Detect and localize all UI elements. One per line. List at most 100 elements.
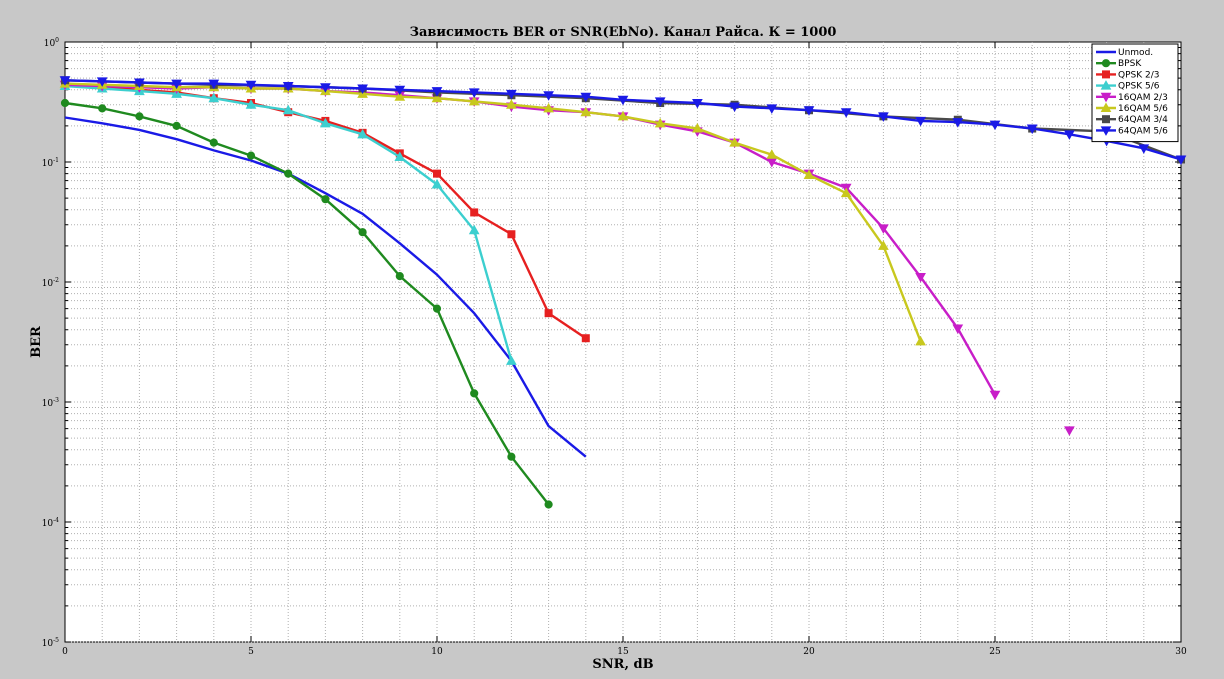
- legend-marker: [1102, 115, 1110, 124]
- data-point: [98, 104, 107, 113]
- data-point: [692, 99, 703, 109]
- series-line: [64, 82, 922, 342]
- data-point: [654, 117, 666, 128]
- y-tick-label: 10-2: [42, 277, 59, 289]
- data-point: [506, 89, 517, 100]
- legend-entry: BPSK: [1096, 59, 1142, 69]
- data-point: [432, 304, 442, 313]
- grid: [65, 42, 1181, 643]
- legend-entry: 16QAM 5/6: [1096, 102, 1168, 114]
- data-point: [320, 83, 331, 93]
- data-point: [394, 91, 406, 101]
- legend-entry: Unmod.: [1096, 48, 1153, 58]
- data-point: [470, 389, 479, 398]
- data-point: [617, 95, 629, 106]
- data-point: [840, 187, 852, 198]
- data-point: [470, 208, 479, 217]
- data-point: [209, 138, 218, 147]
- data-point: [952, 324, 964, 334]
- legend-marker: [1100, 126, 1112, 136]
- data-point: [246, 151, 256, 160]
- x-tick-label: 15: [617, 647, 629, 657]
- data-point: [60, 98, 70, 108]
- data-point: [654, 97, 666, 107]
- data-point: [692, 123, 703, 133]
- series-line: [64, 101, 550, 506]
- data-point: [468, 88, 480, 98]
- data-point: [172, 121, 181, 130]
- data-point: [878, 112, 889, 122]
- data-point: [282, 81, 294, 92]
- legend-entry: 64QAM 3/4: [1096, 115, 1168, 125]
- legend-marker: [1100, 80, 1112, 90]
- x-tick-label: 30: [1175, 647, 1187, 657]
- data-point: [245, 99, 257, 109]
- data-point: [468, 95, 480, 106]
- y-axis-label: BER: [29, 326, 44, 358]
- series-64qam-5-6: [59, 76, 1187, 165]
- data-point: [580, 92, 592, 103]
- legend-label: QPSK 5/6: [1118, 82, 1160, 92]
- data-point: [506, 99, 517, 109]
- legend-marker: [1102, 70, 1110, 79]
- legend-entry: 64QAM 5/6: [1096, 126, 1168, 136]
- data-point: [952, 118, 964, 128]
- data-point: [357, 128, 368, 139]
- data-point: [284, 169, 293, 178]
- data-point: [431, 92, 443, 103]
- data-point: [59, 76, 71, 86]
- data-point: [321, 195, 330, 204]
- legend-label: Unmod.: [1118, 48, 1153, 58]
- data-point: [507, 230, 516, 239]
- legend-entry: QPSK 5/6: [1096, 80, 1160, 92]
- legend-entry: 16QAM 2/3: [1096, 92, 1168, 103]
- legend-marker: [1100, 102, 1112, 112]
- data-point: [358, 228, 367, 237]
- x-tick-label: 5: [248, 647, 254, 657]
- data-point: [878, 240, 889, 250]
- data-point: [840, 108, 852, 118]
- series-layer: [59, 76, 1187, 509]
- legend-label: 64QAM 5/6: [1118, 126, 1168, 136]
- legend-label: 16QAM 2/3: [1118, 93, 1168, 103]
- data-point: [394, 85, 406, 96]
- data-point: [507, 452, 516, 461]
- data-point: [433, 169, 441, 178]
- data-point: [544, 500, 553, 509]
- data-point: [803, 169, 815, 179]
- data-point: [357, 84, 368, 94]
- data-point: [320, 117, 331, 128]
- data-point: [1175, 155, 1187, 165]
- legend-label: QPSK 2/3: [1118, 70, 1159, 80]
- series-bpsk: [60, 98, 553, 509]
- legend-marker: [1101, 59, 1111, 68]
- data-point: [208, 92, 220, 103]
- x-tick-label: 20: [803, 647, 815, 657]
- y-tick-label: 10-1: [42, 157, 59, 169]
- legend-label: 16QAM 5/6: [1118, 104, 1168, 114]
- data-point: [1064, 130, 1075, 140]
- data-point: [134, 78, 145, 88]
- data-point: [543, 91, 554, 101]
- y-tick-label: 100: [44, 37, 59, 49]
- data-point: [245, 80, 257, 91]
- data-point: [468, 224, 480, 235]
- data-point: [580, 106, 592, 117]
- data-point: [729, 102, 740, 113]
- y-tick-label: 10-4: [42, 517, 59, 529]
- legend-label: 64QAM 3/4: [1118, 115, 1168, 125]
- data-point: [431, 87, 443, 97]
- data-point: [803, 106, 815, 116]
- data-point: [543, 102, 554, 113]
- x-axis-label: SNR, dB: [592, 657, 653, 672]
- data-point: [1138, 144, 1150, 154]
- x-tick-label: 0: [62, 647, 68, 657]
- y-tick-label: 10-3: [42, 397, 59, 409]
- data-point: [395, 271, 404, 281]
- data-point: [766, 104, 778, 114]
- legend-entry: QPSK 2/3: [1096, 70, 1159, 80]
- data-point: [915, 116, 926, 127]
- data-point: [617, 110, 629, 121]
